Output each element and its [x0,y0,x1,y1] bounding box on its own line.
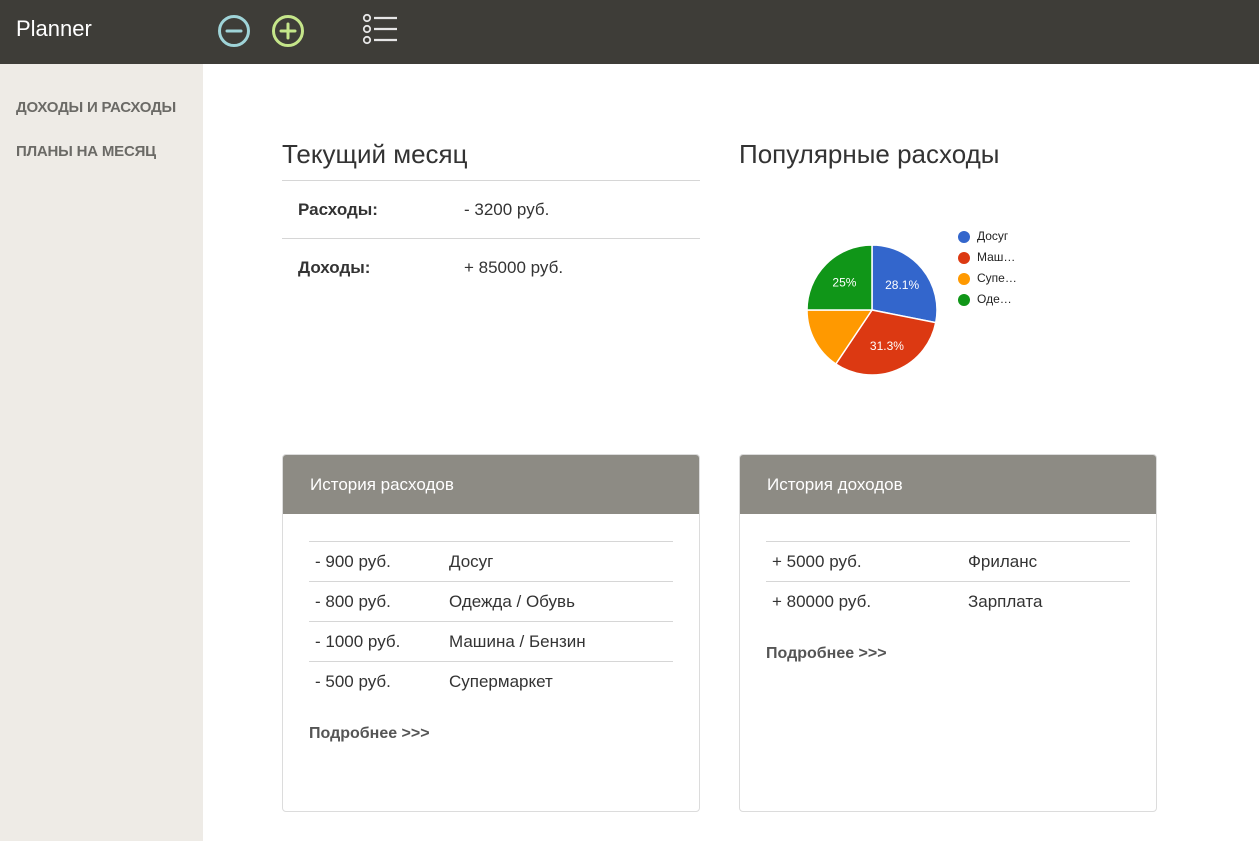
popular-expenses-chart: 28.1% 31.3% 25% Досуг Маш… Супе… Оде… [800,220,1060,390]
table-row: - 500 руб. Супермаркет [309,661,673,702]
legend-swatch [958,273,970,285]
expense-amount: - 500 руб. [309,661,449,702]
popular-expenses-title: Популярные расходы [739,139,1000,169]
minus-circle-icon[interactable] [216,13,252,49]
legend-swatch [958,252,970,264]
sidebar: ДОХОДЫ И РАСХОДЫ ПЛАНЫ НА МЕСЯЦ [0,64,203,841]
pie-slice-label-3: 25% [832,275,856,289]
sidebar-item-income-expenses[interactable]: ДОХОДЫ И РАСХОДЫ [16,99,177,116]
expenses-value: - 3200 руб. [464,180,700,239]
income-amount: + 5000 руб. [766,541,968,582]
pie-slice-2[interactable] [806,309,874,366]
pie-slice-3[interactable] [806,244,873,311]
pie-slice-label-1: 31.3% [870,339,904,353]
table-row: + 80000 руб. Зарплата [766,581,1130,622]
income-history-panel: История доходов + 5000 руб. Фриланс + 80… [739,454,1157,812]
expenses-label: Расходы: [282,180,464,239]
expense-history-table: - 900 руб. Досуг - 800 руб. Одежда / Обу… [309,541,673,702]
expense-amount: - 800 руб. [309,581,449,622]
sidebar-item-monthly-plans[interactable]: ПЛАНЫ НА МЕСЯЦ [16,143,156,160]
pie-slice-0[interactable] [871,244,938,324]
income-history-title: История доходов [740,455,1156,514]
table-row: - 1000 руб. Машина / Бензин [309,621,673,662]
expenses-row: Расходы: - 3200 руб. [282,180,700,239]
legend-label: Оде… [977,292,1012,306]
table-row: - 800 руб. Одежда / Обувь [309,581,673,622]
income-more-link[interactable]: Подробнее >>> [766,645,887,662]
expense-history-title: История расходов [283,455,699,514]
current-month-table: Расходы: - 3200 руб. Доходы: + 85000 руб… [282,180,700,297]
expense-category: Супермаркет [449,661,673,702]
legend-label: Досуг [977,229,1009,243]
top-bar: Planner [0,0,1259,64]
income-value: + 85000 руб. [464,238,700,297]
income-category: Зарплата [968,581,1130,622]
expense-category: Досуг [449,541,673,582]
legend-label: Маш… [977,250,1016,264]
legend-label: Супе… [977,271,1017,285]
pie-slice-label-0: 28.1% [885,278,919,292]
pie-slice-1[interactable] [834,309,937,376]
expense-amount: - 900 руб. [309,541,449,582]
expense-history-panel: История расходов - 900 руб. Досуг - 800 … [282,454,700,812]
legend-swatch [958,294,970,306]
expense-amount: - 1000 руб. [309,621,449,662]
expense-category: Машина / Бензин [449,621,673,662]
legend-swatch [958,231,970,243]
income-history-table: + 5000 руб. Фриланс + 80000 руб. Зарплат… [766,541,1130,622]
plus-circle-icon[interactable] [270,13,306,49]
table-row: - 900 руб. Досуг [309,541,673,582]
income-amount: + 80000 руб. [766,581,968,622]
income-category: Фриланс [968,541,1130,582]
current-month-title: Текущий месяц [282,139,468,169]
income-label: Доходы: [282,238,464,297]
income-row: Доходы: + 85000 руб. [282,238,700,297]
expense-category: Одежда / Обувь [449,581,673,622]
expense-more-link[interactable]: Подробнее >>> [309,725,430,742]
app-title: Planner [16,16,92,41]
pie-chart: 28.1% 31.3% 25% [806,244,938,376]
table-row: + 5000 руб. Фриланс [766,541,1130,582]
list-icon[interactable] [362,13,398,49]
